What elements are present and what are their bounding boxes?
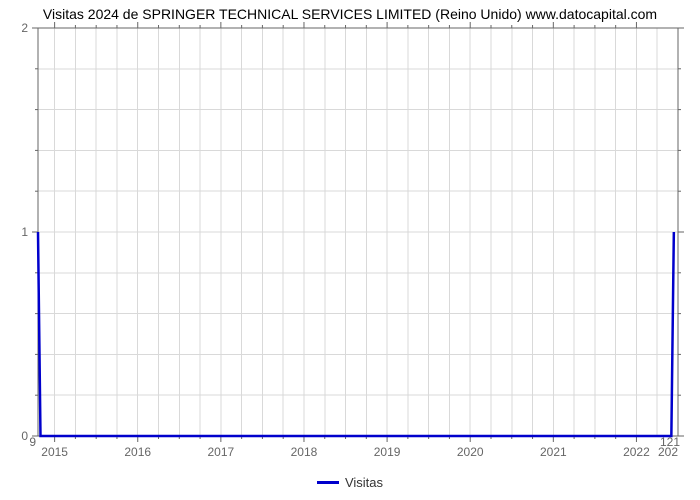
legend: Visitas <box>0 472 700 490</box>
y-tick-label: 2 <box>21 21 28 35</box>
x-tick-label: 2015 <box>41 445 68 459</box>
x-tick-label: 2022 <box>623 445 650 459</box>
x-tick-label: 2018 <box>291 445 318 459</box>
x-tick-label: 2016 <box>124 445 151 459</box>
y-tick-label: 0 <box>21 429 28 443</box>
x-tick-label: 2017 <box>208 445 235 459</box>
below-left-number: 9 <box>29 435 36 449</box>
x-tick-label: 2020 <box>457 445 484 459</box>
legend-label: Visitas <box>345 475 383 490</box>
x-tick-label: 2019 <box>374 445 401 459</box>
y-tick-label: 1 <box>21 225 28 239</box>
series-line-visitas <box>38 232 674 436</box>
chart-container: Visitas 2024 de SPRINGER TECHNICAL SERVI… <box>0 0 700 500</box>
chart-plot: 2015201620172018201920202021202220201291… <box>0 0 700 500</box>
x-tick-label: 2021 <box>540 445 567 459</box>
below-right-number: 121 <box>660 435 680 449</box>
legend-item-visitas: Visitas <box>317 475 383 490</box>
legend-swatch <box>317 481 339 484</box>
